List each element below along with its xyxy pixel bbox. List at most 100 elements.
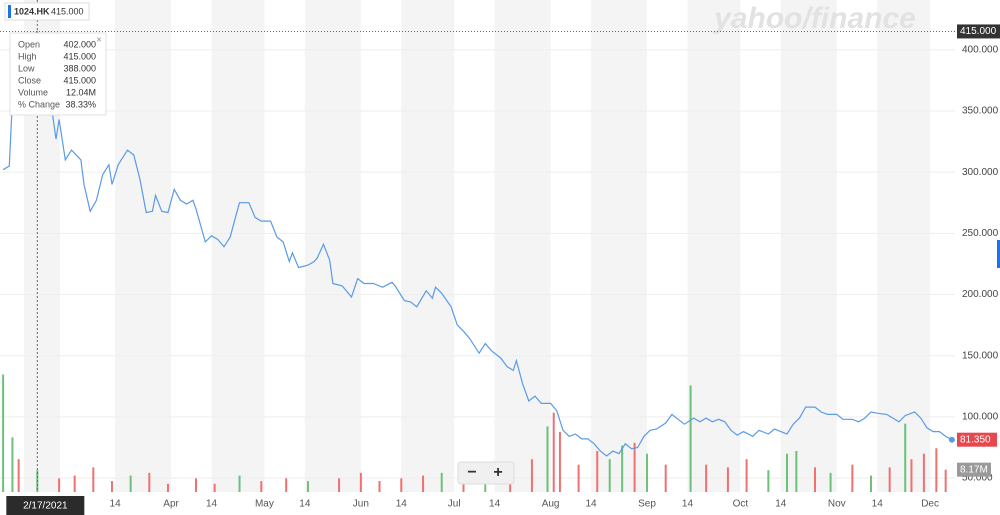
- zoom-out[interactable]: −: [467, 464, 476, 481]
- tooltip-value: 38.33%: [65, 99, 96, 109]
- last-point: [948, 436, 955, 443]
- tooltip-value: 415.000: [63, 75, 96, 85]
- volume-bar: [238, 475, 241, 492]
- tooltip-label: High: [18, 51, 37, 61]
- volume-bar: [935, 448, 938, 492]
- x-tick-label: Aug: [542, 499, 560, 510]
- ticker-box: [4, 2, 90, 21]
- stripe: [401, 0, 455, 492]
- volume-bar: [745, 459, 748, 492]
- volume-bar: [767, 470, 770, 492]
- zoom-in[interactable]: +: [493, 464, 502, 481]
- tooltip-value: 12.04M: [66, 87, 96, 97]
- ticker-marker: [8, 5, 11, 18]
- volume-bar: [440, 472, 443, 492]
- ticker-price: 415.000: [51, 6, 84, 16]
- x-tick-label: 14: [775, 499, 787, 510]
- stripe: [687, 0, 741, 492]
- volume-bar: [870, 475, 873, 492]
- x-tick-label: 14: [489, 499, 501, 510]
- volume-bar: [58, 478, 61, 492]
- volume-bar: [705, 464, 708, 492]
- volume-bar: [888, 467, 891, 492]
- volume-bar: [577, 464, 580, 492]
- x-tick-label: Nov: [828, 499, 846, 510]
- x-tick-label: 14: [682, 499, 694, 510]
- volume-bar: [462, 478, 465, 492]
- volume-last-label: 8.17M: [960, 464, 988, 475]
- x-tick-label: 14: [872, 499, 884, 510]
- x-tick-label: May: [255, 499, 274, 510]
- volume-bar: [213, 483, 216, 492]
- x-tick-label: Apr: [163, 499, 179, 510]
- volume-bar: [378, 481, 381, 492]
- volume-bar: [646, 453, 649, 492]
- y-tick-label: 400.000: [962, 44, 999, 55]
- stripe: [591, 0, 648, 492]
- volume-bar: [608, 459, 611, 492]
- volume-bar: [904, 423, 907, 492]
- y-tick-label: 300.000: [962, 167, 999, 178]
- volume-bar: [2, 374, 5, 492]
- tooltip-value: 388.000: [63, 63, 96, 73]
- volume-bar: [689, 385, 692, 492]
- volume-bar: [596, 451, 599, 492]
- volume-bar: [621, 445, 624, 492]
- volume-bar: [166, 483, 169, 492]
- zoom-box: [457, 461, 515, 485]
- x-tick-label: 14: [585, 499, 597, 510]
- stripe: [494, 0, 551, 492]
- side-tab[interactable]: [997, 240, 1000, 268]
- tooltip-label: Volume: [18, 87, 48, 97]
- tooltip-value: 415.000: [63, 51, 96, 61]
- tooltip-label: % Change: [18, 99, 60, 109]
- crosshair-date: 2/17/2021: [23, 501, 68, 512]
- tooltip-box: [9, 32, 107, 116]
- volume-bar: [530, 459, 533, 492]
- y-tick-label: 50.000: [962, 473, 993, 484]
- zoom-controls: − +: [457, 461, 515, 485]
- tooltip-label: Low: [18, 63, 35, 73]
- volume-bar: [829, 472, 832, 492]
- x-tick-label: 14: [396, 499, 408, 510]
- volume-bar: [11, 437, 14, 492]
- last-price-box: [957, 432, 997, 447]
- crosshair-price-box: [957, 24, 1000, 39]
- crosshair-date-box: [6, 496, 85, 515]
- volume-bar: [129, 475, 132, 492]
- volume-bar: [552, 412, 555, 492]
- stripe: [877, 0, 931, 492]
- volume-bar: [306, 481, 309, 492]
- volume-bar: [509, 478, 512, 492]
- x-tick-label: Jun: [353, 499, 369, 510]
- volume-bar: [786, 453, 789, 492]
- y-tick-label: 100.000: [962, 412, 999, 423]
- x-tick-label: Dec: [921, 499, 939, 510]
- x-tick-label: 14: [110, 499, 122, 510]
- price-line: [2, 30, 953, 457]
- volume-bar: [422, 475, 425, 492]
- volume-bar: [726, 467, 729, 492]
- volume-bar: [910, 459, 913, 492]
- volume-bar: [558, 431, 561, 492]
- volume-bar: [285, 478, 288, 492]
- last-price-label: 81.350: [960, 434, 991, 445]
- ticker: 1024.HK 415.000: [4, 2, 90, 21]
- y-tick-label: 200.000: [962, 289, 999, 300]
- y-tick-label: 250.000: [962, 228, 999, 239]
- tooltip-label: Close: [18, 75, 41, 85]
- x-tick-label: 14: [206, 499, 218, 510]
- x-tick-label: Jul: [448, 499, 461, 510]
- volume-bar: [110, 481, 113, 492]
- volume-bar: [633, 442, 636, 492]
- volume-bar: [922, 453, 925, 492]
- tooltip-close[interactable]: ×: [96, 34, 101, 44]
- tooltip-label: Open: [18, 39, 40, 49]
- x-tick-label: 14: [299, 499, 311, 510]
- stripe: [211, 0, 265, 492]
- volume-bar: [17, 459, 20, 492]
